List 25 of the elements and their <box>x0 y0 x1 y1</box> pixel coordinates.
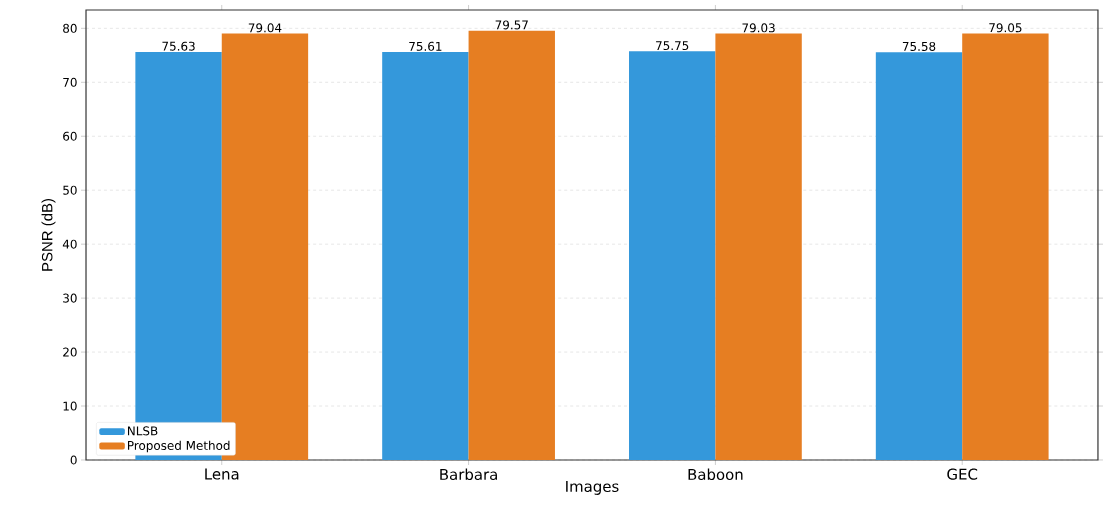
x-tick-label: GEC <box>947 468 978 480</box>
legend-label: NLSB <box>127 426 158 436</box>
y-tick-label: 20 <box>63 347 77 357</box>
legend-label: Proposed Method <box>127 440 230 453</box>
x-tick-label: Baboon <box>688 468 743 481</box>
data-label: 75.63 <box>162 41 195 51</box>
y-tick-label: 0 <box>70 455 77 465</box>
y-tick-label: 10 <box>63 401 77 411</box>
y-tick-label: 40 <box>62 239 77 249</box>
y-tick-label: 50 <box>63 185 77 195</box>
data-label: 79.04 <box>248 23 282 33</box>
y-tick-label: 30 <box>63 293 77 303</box>
y-tick-label: 70 <box>63 77 77 87</box>
data-label: 75.61 <box>409 41 442 51</box>
data-label: 75.58 <box>902 41 936 51</box>
x-axis-title: Images <box>566 480 619 495</box>
y-tick-label: 60 <box>63 131 77 141</box>
data-label: 79.57 <box>495 20 528 30</box>
data-label: 79.03 <box>742 23 775 33</box>
y-tick-label: 80 <box>63 23 77 33</box>
x-tick-label: Lena <box>205 468 239 480</box>
data-label: 79.05 <box>989 23 1022 33</box>
y-axis-title: PSNR (dB) <box>41 198 56 271</box>
data-label: 75.75 <box>656 41 689 51</box>
x-tick-label: Barbara <box>440 468 497 481</box>
